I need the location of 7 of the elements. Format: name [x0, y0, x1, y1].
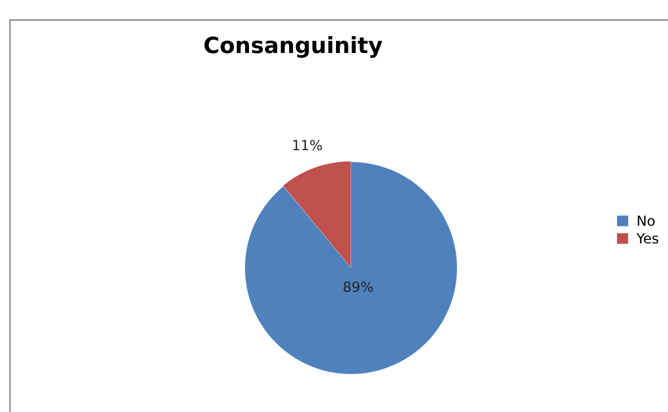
- legend-label: No: [638, 216, 655, 226]
- data-label: 89%: [344, 281, 373, 292]
- pie-slice: [245, 162, 457, 374]
- legend-label: Yes: [636, 233, 658, 244]
- pie-slice: [283, 161, 351, 268]
- chart-title: Consanguinity: [204, 36, 382, 58]
- data-label: 11%: [293, 140, 322, 150]
